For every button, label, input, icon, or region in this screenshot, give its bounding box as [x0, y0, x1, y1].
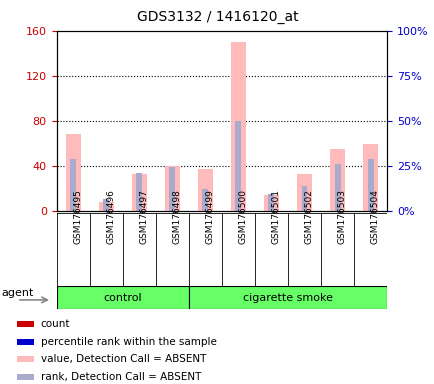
Bar [202, 189, 208, 211]
Text: rank, Detection Call = ABSENT: rank, Detection Call = ABSENT [41, 372, 201, 382]
Text: GSM176495: GSM176495 [73, 189, 82, 244]
Bar [99, 202, 113, 211]
Text: GSM176504: GSM176504 [370, 189, 379, 244]
FancyBboxPatch shape [188, 286, 386, 309]
Text: count: count [41, 319, 70, 329]
Bar [263, 195, 278, 211]
Bar [17, 321, 34, 327]
Bar [17, 356, 34, 362]
Text: GSM176501: GSM176501 [271, 189, 280, 244]
Bar [230, 42, 245, 211]
Text: percentile rank within the sample: percentile rank within the sample [41, 337, 216, 347]
Text: GSM176499: GSM176499 [205, 189, 214, 244]
Text: GSM176496: GSM176496 [106, 189, 115, 244]
Text: agent: agent [1, 288, 33, 298]
Text: control: control [103, 293, 141, 303]
Text: GSM176498: GSM176498 [172, 189, 181, 244]
Bar [367, 159, 373, 211]
Bar [132, 174, 146, 211]
Bar [329, 149, 344, 211]
Bar [362, 144, 377, 211]
Bar [235, 121, 241, 211]
Bar [334, 164, 340, 211]
Text: GSM176503: GSM176503 [337, 189, 346, 244]
Bar [197, 169, 212, 211]
Text: GSM176502: GSM176502 [304, 189, 313, 244]
Bar [296, 174, 311, 211]
Bar [301, 186, 307, 211]
Text: value, Detection Call = ABSENT: value, Detection Call = ABSENT [41, 354, 206, 364]
Bar [268, 194, 274, 211]
Bar [136, 173, 142, 211]
Text: cigarette smoke: cigarette smoke [243, 293, 332, 303]
Text: GDS3132 / 1416120_at: GDS3132 / 1416120_at [136, 10, 298, 23]
FancyBboxPatch shape [56, 286, 188, 309]
Bar [66, 134, 80, 211]
Bar [164, 166, 179, 211]
Bar [17, 374, 34, 380]
Bar [17, 339, 34, 344]
Bar [169, 167, 175, 211]
Bar [70, 159, 76, 211]
Text: GSM176497: GSM176497 [139, 189, 148, 244]
Text: GSM176500: GSM176500 [238, 189, 247, 244]
Bar [103, 199, 109, 211]
